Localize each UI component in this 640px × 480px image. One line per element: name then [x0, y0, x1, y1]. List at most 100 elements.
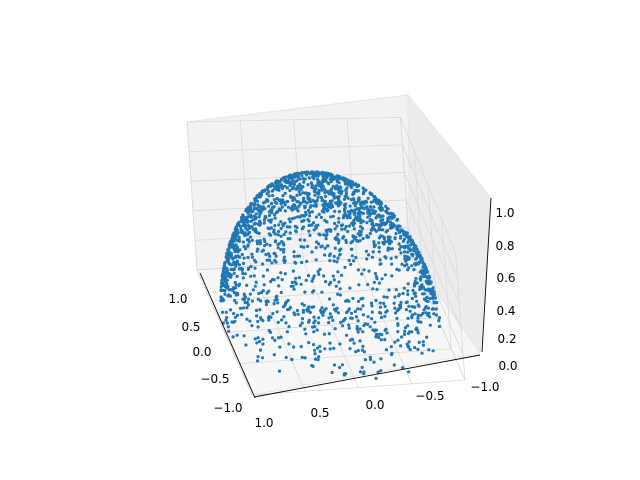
data-point: [393, 340, 397, 344]
data-point: [370, 317, 374, 321]
data-point: [336, 232, 340, 236]
data-point: [408, 348, 412, 352]
data-point: [430, 307, 434, 311]
data-point: [399, 251, 403, 255]
data-point: [379, 305, 383, 309]
data-point: [232, 286, 236, 290]
data-point: [372, 360, 376, 364]
data-point: [412, 249, 416, 253]
data-point: [256, 325, 260, 329]
data-point: [245, 207, 249, 211]
data-point: [275, 294, 279, 298]
data-point: [377, 335, 381, 340]
data-point: [337, 241, 341, 245]
data-point: [352, 237, 356, 241]
data-point: [342, 197, 346, 201]
data-point: [235, 259, 239, 263]
data-point: [347, 224, 352, 228]
data-point: [303, 238, 307, 242]
data-point: [233, 315, 238, 319]
data-point: [437, 324, 442, 329]
data-point: [230, 320, 234, 324]
data-point: [307, 318, 311, 322]
data-point: [268, 243, 272, 247]
data-point: [407, 266, 411, 270]
data-point: [316, 223, 320, 227]
data-point: [421, 343, 426, 347]
data-point: [385, 309, 389, 313]
data-point: [329, 180, 333, 184]
data-point: [267, 204, 271, 208]
data-point: [429, 287, 434, 291]
data-point: [344, 299, 348, 303]
data-point: [377, 250, 381, 254]
data-point: [390, 247, 394, 251]
data-point: [286, 205, 291, 209]
data-point: [297, 254, 301, 258]
data-point: [432, 312, 436, 316]
data-point: [290, 280, 294, 284]
data-point: [350, 337, 354, 341]
data-point: [236, 254, 240, 258]
data-point: [422, 272, 426, 276]
x-tick-label: 0.5: [181, 320, 200, 334]
data-point: [304, 212, 308, 216]
data-point: [424, 269, 428, 273]
data-point: [417, 250, 421, 255]
data-point: [320, 198, 324, 203]
y-tick-label: 1.0: [254, 416, 273, 430]
data-point: [293, 224, 297, 228]
data-point: [390, 262, 394, 266]
data-point: [359, 230, 363, 234]
data-point: [265, 192, 269, 196]
data-point: [242, 334, 246, 338]
data-point: [301, 177, 305, 181]
data-point: [359, 201, 363, 205]
data-point: [271, 205, 275, 210]
data-point: [350, 316, 354, 320]
data-point: [380, 277, 384, 281]
data-point: [328, 347, 332, 351]
data-point: [241, 271, 245, 276]
data-point: [247, 226, 251, 230]
data-point: [304, 278, 308, 282]
data-point: [266, 300, 270, 304]
data-point: [315, 240, 319, 244]
data-point: [361, 313, 365, 317]
data-point: [272, 302, 276, 306]
data-point: [432, 293, 437, 297]
data-point: [300, 227, 304, 231]
data-point: [308, 197, 312, 201]
data-point: [245, 306, 249, 310]
data-point: [231, 235, 235, 239]
data-point: [352, 197, 356, 201]
data-point: [261, 337, 265, 341]
data-point: [364, 199, 368, 203]
data-point: [416, 313, 420, 317]
data-point: [305, 308, 309, 312]
data-point: [361, 192, 366, 196]
data-point: [289, 284, 293, 288]
data-point: [234, 243, 238, 247]
data-point: [314, 184, 318, 188]
data-point: [375, 332, 379, 337]
data-point: [386, 246, 390, 250]
data-point: [343, 209, 347, 213]
data-point: [416, 331, 420, 335]
data-point: [267, 318, 271, 322]
data-point: [402, 332, 407, 336]
data-point: [285, 175, 289, 179]
data-point: [260, 249, 264, 253]
data-point: [219, 285, 223, 289]
data-point: [372, 280, 376, 284]
data-point: [254, 230, 258, 234]
data-point: [285, 186, 289, 190]
data-point: [307, 176, 311, 180]
data-point: [333, 177, 337, 181]
data-point: [234, 264, 238, 268]
data-point: [352, 341, 356, 345]
data-point: [358, 327, 362, 331]
data-point: [364, 249, 368, 253]
data-point: [238, 282, 242, 286]
data-point: [431, 349, 435, 353]
